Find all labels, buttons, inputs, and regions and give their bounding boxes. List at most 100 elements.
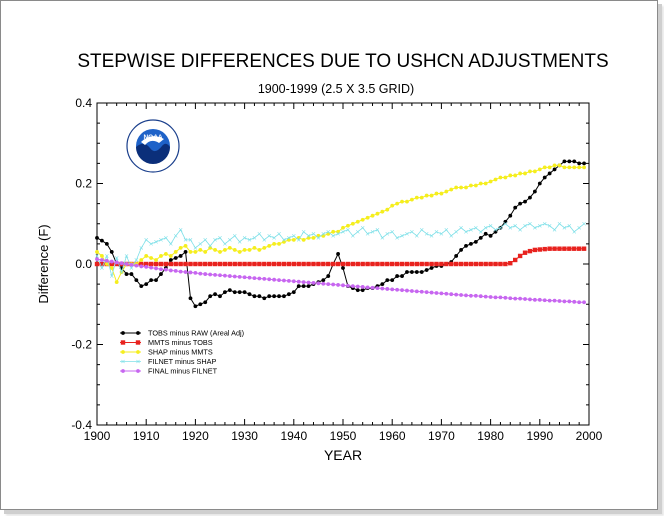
data-point xyxy=(242,290,247,295)
data-point xyxy=(208,272,213,277)
data-point xyxy=(257,231,262,236)
data-point xyxy=(409,197,414,202)
data-point xyxy=(518,227,522,232)
data-point xyxy=(237,261,242,267)
data-point xyxy=(109,259,114,264)
data-point xyxy=(552,163,557,168)
data-point xyxy=(227,261,233,267)
data-point xyxy=(257,276,262,281)
data-point xyxy=(503,219,508,224)
series-line xyxy=(96,223,585,277)
data-point xyxy=(134,263,139,268)
data-point xyxy=(567,159,572,164)
data-point xyxy=(547,298,552,303)
data-point xyxy=(95,250,99,254)
legend-marker xyxy=(136,359,140,364)
data-point xyxy=(168,254,173,258)
data-point xyxy=(208,244,212,248)
data-point xyxy=(572,229,577,234)
data-point xyxy=(429,266,434,270)
data-point xyxy=(419,195,424,200)
data-point xyxy=(478,294,483,299)
x-tick-label: 1960 xyxy=(379,429,406,443)
data-point xyxy=(528,297,532,302)
data-point xyxy=(513,296,518,301)
data-point xyxy=(228,238,232,242)
data-point xyxy=(173,268,178,273)
data-point xyxy=(395,274,400,278)
data-point xyxy=(365,285,370,290)
data-point xyxy=(164,236,168,240)
data-point xyxy=(183,243,188,248)
data-point xyxy=(336,252,340,256)
legend-marker xyxy=(135,340,141,345)
data-point xyxy=(178,261,183,267)
data-point xyxy=(208,246,213,250)
data-point xyxy=(434,261,439,267)
data-point xyxy=(444,189,449,194)
data-point xyxy=(272,277,277,282)
data-point xyxy=(335,261,341,267)
data-point xyxy=(572,159,577,164)
data-point xyxy=(582,161,586,166)
x-tick-label: 1950 xyxy=(330,429,357,443)
data-point xyxy=(370,285,375,290)
data-point xyxy=(557,163,562,168)
data-point xyxy=(528,169,532,174)
data-point xyxy=(429,234,434,238)
data-point xyxy=(306,261,311,267)
data-point xyxy=(173,256,178,260)
data-point xyxy=(350,284,355,289)
data-point xyxy=(252,276,257,280)
data-point xyxy=(449,234,454,238)
legend-label: FILNET minus SHAP xyxy=(148,357,217,366)
data-point xyxy=(493,177,498,182)
data-point xyxy=(498,175,503,180)
data-point xyxy=(370,261,375,267)
data-point xyxy=(581,246,587,251)
data-point xyxy=(419,270,424,274)
data-point xyxy=(449,261,454,267)
data-point xyxy=(552,227,557,232)
data-point xyxy=(330,261,336,267)
data-point xyxy=(547,246,552,251)
data-point xyxy=(410,229,414,234)
data-point xyxy=(331,229,336,234)
legend-marker xyxy=(121,350,125,354)
data-point xyxy=(163,267,168,272)
data-point xyxy=(173,234,178,238)
data-point xyxy=(360,261,365,267)
data-point xyxy=(282,294,286,299)
data-point xyxy=(405,270,409,274)
data-point xyxy=(326,261,331,267)
data-point xyxy=(272,241,277,246)
data-point xyxy=(577,161,582,166)
data-point xyxy=(434,191,439,196)
data-point xyxy=(552,246,557,251)
data-point xyxy=(129,262,134,267)
data-point xyxy=(542,298,547,303)
data-point xyxy=(380,261,385,267)
data-point xyxy=(188,250,193,254)
data-point xyxy=(419,261,424,267)
x-tick-label: 1980 xyxy=(477,429,504,443)
y-tick-label: 0.2 xyxy=(75,177,92,191)
data-point xyxy=(405,288,409,293)
chart-svg: STEPWISE DIFFERENCES DUE TO USHCN ADJUST… xyxy=(36,51,609,463)
data-point xyxy=(311,231,316,236)
data-point xyxy=(380,282,385,287)
x-tick-label: 1940 xyxy=(280,429,307,443)
data-point xyxy=(252,236,257,240)
data-point xyxy=(508,260,513,266)
data-point xyxy=(95,235,99,240)
data-point xyxy=(454,292,459,297)
data-point xyxy=(340,261,346,267)
data-point xyxy=(144,254,149,258)
data-point xyxy=(114,260,119,265)
data-point xyxy=(267,234,272,238)
data-point xyxy=(508,173,513,178)
data-point xyxy=(282,278,286,283)
data-point xyxy=(227,274,232,278)
data-point xyxy=(346,227,350,232)
data-point xyxy=(311,261,316,267)
